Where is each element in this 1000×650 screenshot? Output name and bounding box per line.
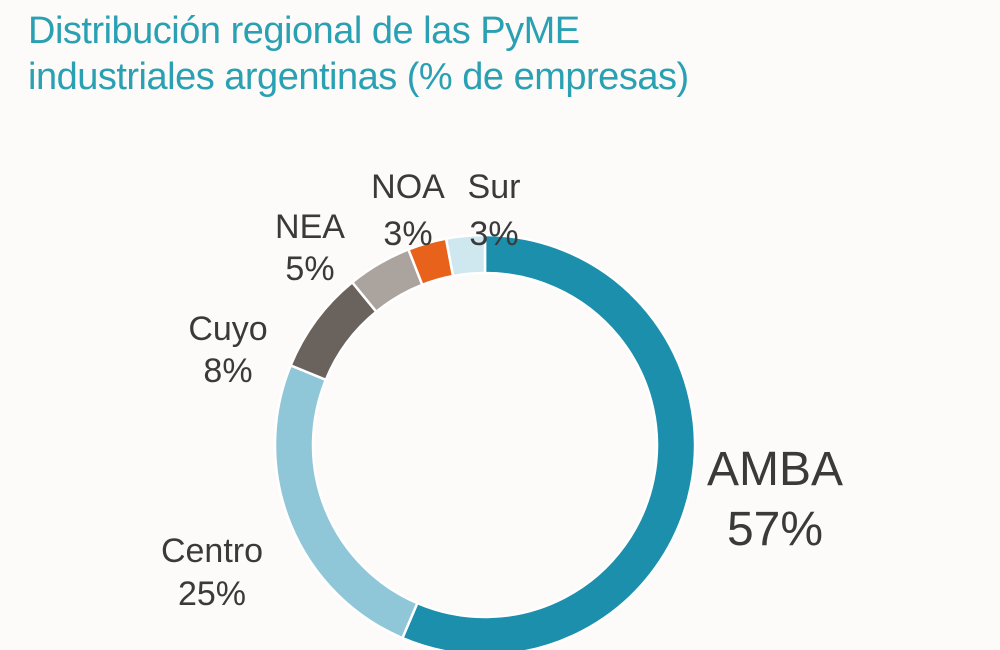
chart-title: Distribución regional de las PyME indust… [28, 8, 928, 100]
slice-name-amba: AMBA [707, 443, 843, 496]
slice-name-noa: NOA [371, 168, 445, 206]
chart-title-line-2: industriales argentinas (% de empresas) [28, 56, 689, 98]
slice-name-nea: NEA [275, 208, 345, 246]
slice-name-cuyo: Cuyo [188, 310, 267, 348]
slice-name-sur: Sur [468, 168, 521, 206]
slice-centro [273, 363, 419, 640]
slice-amba [400, 233, 697, 650]
slice-name-centro: Centro [161, 532, 263, 570]
slice-value-cuyo: 8% [203, 352, 252, 390]
slice-sur [444, 233, 487, 278]
slice-value-sur: 3% [469, 215, 518, 253]
slice-value-centro: 25% [178, 575, 246, 613]
chart-title-line-1: Distribución regional de las PyME [28, 10, 580, 52]
slice-value-amba: 57% [727, 503, 823, 556]
slice-value-nea: 5% [285, 250, 334, 288]
slice-value-noa: 3% [383, 215, 432, 253]
